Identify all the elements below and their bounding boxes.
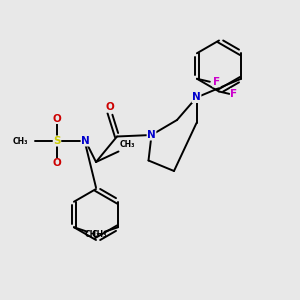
Text: CH₃: CH₃	[13, 136, 28, 146]
Text: CH₃: CH₃	[85, 230, 100, 239]
Text: F: F	[213, 77, 220, 87]
Text: N: N	[147, 130, 156, 140]
Text: O: O	[52, 113, 62, 124]
Text: N: N	[81, 136, 90, 146]
Text: CH₃: CH₃	[92, 230, 107, 239]
Text: O: O	[105, 102, 114, 112]
Text: CH₃: CH₃	[120, 140, 136, 149]
Text: O: O	[52, 158, 62, 169]
Text: F: F	[230, 89, 238, 99]
Text: S: S	[53, 136, 61, 146]
Text: N: N	[192, 92, 201, 103]
